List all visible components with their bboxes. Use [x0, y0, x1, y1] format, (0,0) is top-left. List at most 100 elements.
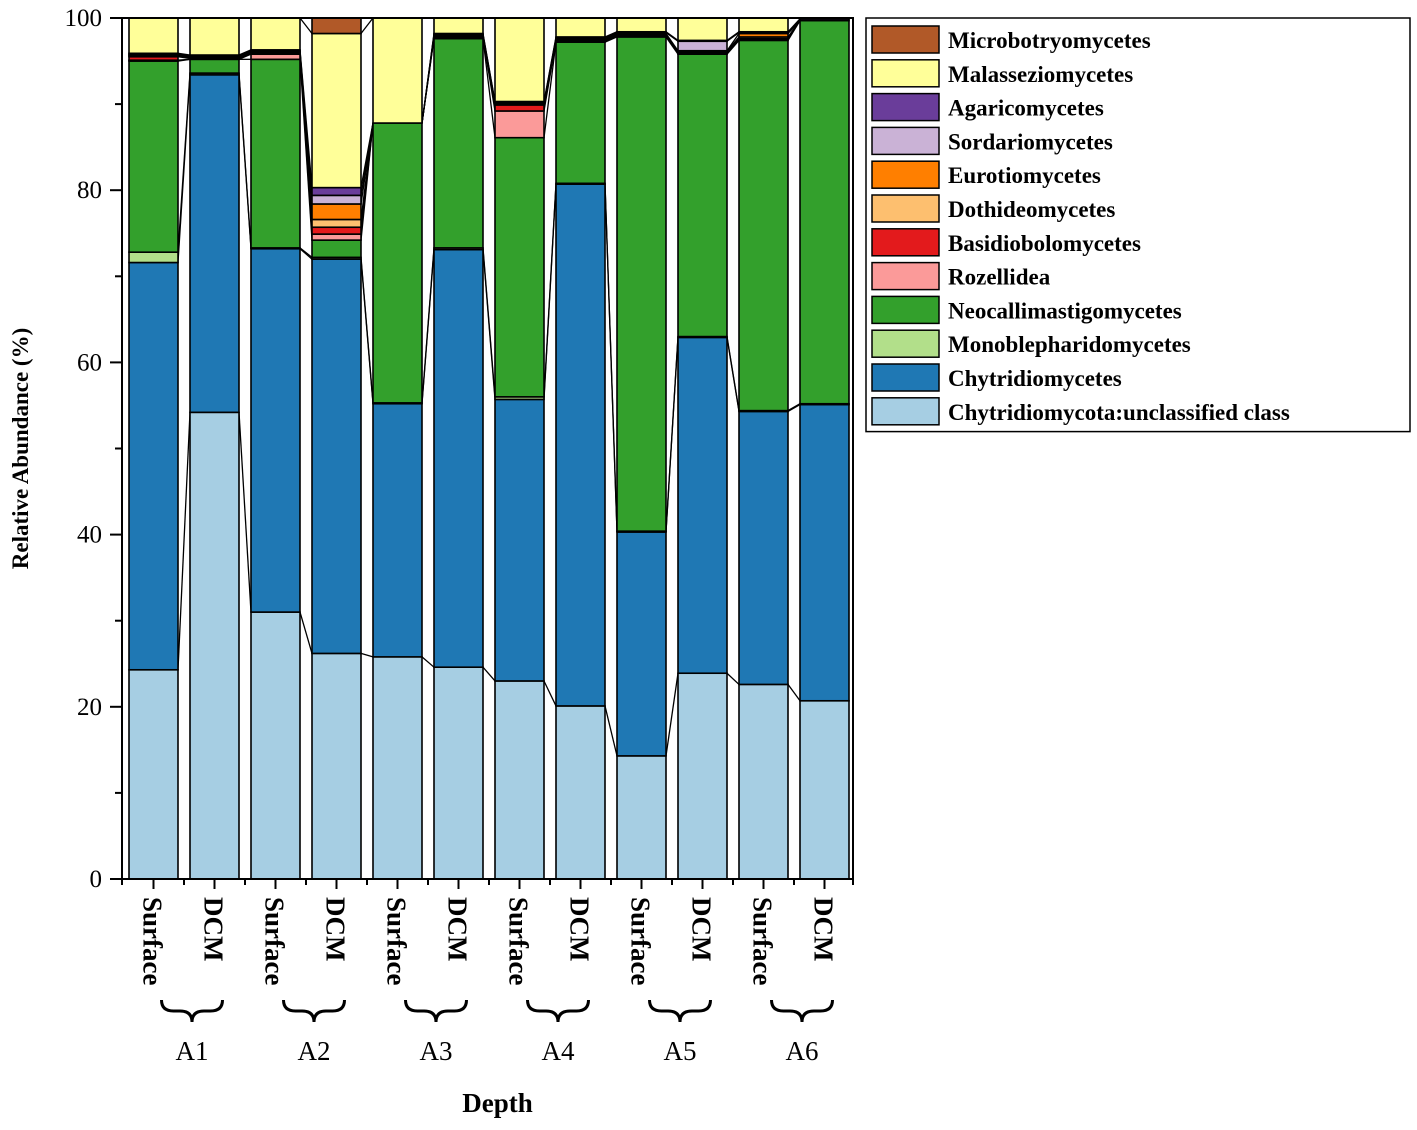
legend-swatch [871, 329, 940, 358]
bar-segment-11-11 [738, 17, 789, 33]
bar-10 [677, 17, 728, 880]
bar-segment-12-1 [799, 699, 850, 880]
bar-segment-10-4 [677, 53, 728, 338]
x-category-label: Surface [260, 897, 290, 985]
x-category-label: Surface [626, 897, 656, 985]
connector-line [726, 33, 740, 52]
connector-line [787, 403, 801, 412]
bar-8 [555, 17, 606, 880]
connector-line [238, 49, 252, 56]
connector-line [482, 247, 496, 397]
bar-segment-8-4 [555, 41, 606, 185]
connector-line [177, 54, 191, 58]
legend-item: Chytridiomycota:unclassified class [871, 397, 1290, 426]
bar-9 [616, 17, 667, 880]
connector-line [604, 32, 618, 40]
connector-line [543, 183, 557, 397]
bar-segment-8-2 [555, 183, 606, 707]
legend-swatch [871, 194, 940, 223]
connector-line [665, 336, 679, 532]
bar-7 [494, 17, 545, 880]
group-label: A4 [542, 1036, 575, 1066]
connector-line [604, 34, 618, 41]
x-axis-title: Depth [462, 1088, 533, 1118]
x-category-label: Surface [748, 897, 778, 985]
bar-segment-2-2 [189, 74, 240, 414]
y-tick-label: 0 [90, 866, 103, 893]
bar-segment-8-11 [555, 17, 606, 38]
bar-5 [372, 17, 423, 880]
bar-segment-10-2 [677, 336, 728, 675]
legend-label: Chytridiomycota:unclassified class [948, 400, 1290, 425]
bar-segment-7-2 [494, 398, 545, 682]
bar-segment-1-1 [128, 668, 179, 880]
legend-swatch [871, 25, 940, 54]
bar-segment-11-1 [738, 683, 789, 880]
bar-segment-12-4 [799, 19, 850, 405]
bar-segment-3-1 [250, 611, 301, 880]
bar-segment-11-4 [738, 39, 789, 412]
connector-line [238, 51, 252, 59]
bar-segment-4-7 [311, 218, 362, 229]
bar-segment-11-2 [738, 410, 789, 686]
legend-label: Microbotryomycetes [948, 28, 1151, 53]
bar-segment-10-1 [677, 672, 728, 880]
bar-segment-4-4 [311, 239, 362, 259]
connector-line [604, 183, 618, 532]
legend-label: Rozellidea [948, 265, 1051, 290]
legend-item: Eurotiomycetes [871, 160, 1101, 189]
connector-line [726, 31, 740, 41]
legend-item: Chytridiomycetes [871, 363, 1122, 392]
bar-segment-1-4 [128, 60, 179, 253]
connector-line [238, 50, 252, 58]
connector-line [726, 36, 740, 52]
connector-line [726, 672, 740, 685]
bar-segment-2-4 [189, 58, 240, 74]
legend-item: Sordariomycetes [871, 126, 1113, 156]
connector-line [360, 17, 374, 34]
group-label: A6 [786, 1036, 819, 1066]
y-tick-label: 60 [77, 349, 102, 376]
bar-segment-7-5 [494, 110, 545, 139]
connector-line [665, 31, 679, 41]
legend-swatch [871, 160, 940, 189]
bar-segment-9-11 [616, 17, 667, 33]
connector-line [299, 49, 313, 188]
bar-segment-9-2 [616, 531, 667, 757]
bar-segment-4-11 [311, 32, 362, 189]
bar-segment-7-6 [494, 104, 545, 112]
group-brace [282, 999, 346, 1023]
connector-line [177, 56, 191, 60]
connector-line [726, 32, 740, 42]
connector-line [238, 73, 252, 248]
legend-label: Neocallimastigomycetes [948, 298, 1182, 323]
group-brace [526, 999, 590, 1023]
bar-segment-6-11 [433, 17, 484, 35]
bar-segment-7-11 [494, 17, 545, 103]
x-category-label: DCM [321, 897, 351, 961]
group-label: A2 [298, 1036, 331, 1066]
connector-line [177, 412, 191, 670]
y-tick-label: 100 [65, 5, 103, 32]
bar-segment-3-4 [250, 58, 301, 249]
y-axis: 0 20 40 60 80 100 [65, 5, 854, 893]
bar-segment-2-11 [189, 17, 240, 56]
bar-segment-4-5 [311, 233, 362, 241]
connector-line [543, 680, 557, 707]
bar-segment-1-11 [128, 17, 179, 55]
connector-line [177, 53, 191, 57]
bar-segment-5-1 [372, 656, 423, 880]
y-tick-label: 20 [77, 694, 102, 721]
connector-line [604, 33, 618, 41]
connector-line [604, 36, 618, 43]
group-brace [160, 999, 224, 1023]
connector-line [238, 50, 252, 57]
bar-segment-4-1 [311, 652, 362, 880]
x-category-label: DCM [809, 897, 839, 961]
connector-line [177, 55, 191, 59]
connector-line [238, 52, 252, 60]
bar-segment-3-11 [250, 17, 301, 51]
bar-segment-6-1 [433, 666, 484, 880]
